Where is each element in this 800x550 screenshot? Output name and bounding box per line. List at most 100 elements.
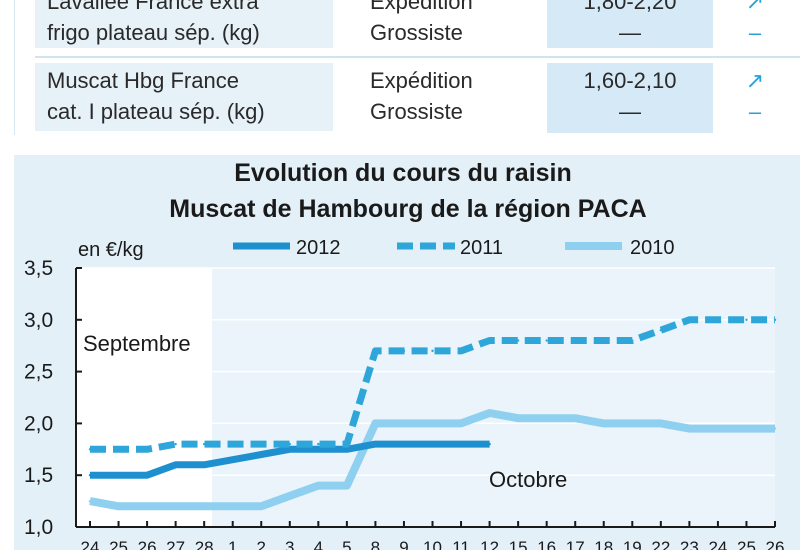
data-point-2011 — [202, 442, 206, 446]
x-tick-label: 1 — [228, 538, 237, 550]
data-point-2011 — [688, 318, 691, 321]
x-tick-label: 24 — [81, 538, 100, 550]
data-point-2011 — [574, 339, 577, 342]
x-tick-label: 25 — [737, 538, 756, 550]
data-point-2010 — [374, 422, 377, 425]
x-tick-label: 25 — [109, 538, 128, 550]
price-cell: 1,60-2,10 — — [547, 63, 713, 133]
data-point-2010 — [88, 499, 92, 503]
x-tick-label: 26 — [138, 538, 157, 550]
trend-cell: ↗ – — [725, 63, 785, 133]
data-point-2010 — [659, 422, 663, 425]
data-point-2011 — [516, 339, 520, 342]
data-point-2010 — [317, 484, 320, 487]
x-tick-label: 15 — [509, 538, 528, 550]
product-line-1: Muscat Hbg France — [47, 68, 239, 93]
data-point-2012 — [431, 442, 434, 446]
data-point-2010 — [602, 422, 605, 425]
data-point-2011 — [88, 448, 92, 451]
x-tick-label: 12 — [480, 538, 499, 550]
data-point-2010 — [545, 417, 548, 420]
data-point-2010 — [202, 505, 206, 508]
data-point-2010 — [431, 422, 434, 425]
annotation-septembre: Septembre — [83, 331, 191, 356]
price-table: Lavallée France extra frigo plateau sép. … — [14, 0, 800, 135]
data-point-2011 — [231, 442, 234, 446]
price-line-2: — — [619, 99, 641, 124]
data-point-2012 — [145, 474, 149, 477]
y-tick-label: 2,5 — [24, 361, 53, 384]
x-tick-label: 19 — [623, 538, 642, 550]
product-cell: Muscat Hbg France cat. I plateau sép. (kg… — [35, 63, 333, 131]
data-point-2010 — [117, 505, 120, 508]
x-tick-label: 28 — [195, 538, 214, 550]
data-point-2011 — [288, 442, 291, 446]
product-cell: Lavallée France extra frigo plateau sép. … — [35, 0, 333, 48]
data-point-2011 — [773, 318, 777, 321]
data-point-2010 — [231, 505, 234, 508]
trend-arrow-icon: ↗ — [745, 68, 765, 93]
stage-line-1: Expédition — [370, 0, 473, 14]
y-axis-label: en €/kg — [78, 239, 144, 261]
stage-line-1: Expédition — [370, 68, 473, 93]
data-point-2010 — [745, 427, 748, 430]
data-point-2011 — [602, 339, 605, 342]
data-point-2011 — [716, 318, 720, 321]
data-point-2011 — [174, 442, 177, 446]
x-tick-label: 27 — [166, 538, 185, 550]
x-tick-label: 2 — [257, 538, 266, 550]
annotation-octobre: Octobre — [489, 467, 567, 492]
stage-line-2: Grossiste — [370, 20, 463, 45]
x-tick-label: 5 — [342, 538, 351, 550]
data-point-2011 — [488, 339, 491, 342]
x-tick-label: 3 — [285, 538, 294, 550]
data-point-2011 — [431, 349, 434, 353]
plot-area-october — [212, 268, 775, 527]
data-point-2012 — [317, 448, 320, 451]
y-tick-label: 3,5 — [24, 257, 53, 280]
stage-line-2: Grossiste — [370, 99, 463, 124]
data-point-2010 — [174, 505, 177, 508]
chart-subtitle: Muscat de Hambourg de la région PACA — [169, 195, 646, 223]
price-line-1: 1,60-2,10 — [583, 68, 677, 93]
data-point-2010 — [488, 411, 491, 415]
y-tick-label: 1,0 — [24, 516, 53, 539]
data-point-2011 — [659, 328, 663, 332]
data-point-2010 — [688, 427, 691, 430]
legend-label-2011: 2011 — [460, 237, 503, 259]
data-point-2011 — [345, 442, 349, 446]
data-point-2012 — [374, 442, 377, 446]
data-point-2012 — [488, 442, 491, 446]
data-point-2010 — [516, 417, 520, 420]
chart-title: Evolution du cours du raisin — [234, 159, 572, 187]
table-row: Muscat Hbg France cat. I plateau sép. (kg… — [35, 63, 800, 133]
data-point-2011 — [317, 442, 320, 446]
x-tick-label: 17 — [566, 538, 585, 550]
data-point-2010 — [145, 505, 149, 508]
data-point-2010 — [574, 417, 577, 420]
data-point-2011 — [374, 349, 377, 353]
data-point-2012 — [174, 463, 177, 467]
price-line-1: 1,80-2,20 — [583, 0, 677, 14]
y-tick-label: 1,5 — [24, 464, 53, 487]
x-tick-label: 16 — [537, 538, 556, 550]
data-point-2011 — [260, 442, 263, 446]
data-point-2011 — [117, 448, 120, 451]
data-point-2010 — [631, 422, 634, 425]
table-row: Lavallée France extra frigo plateau sép. … — [35, 0, 800, 48]
data-point-2010 — [260, 505, 263, 508]
data-point-2012 — [459, 442, 463, 446]
data-point-2012 — [345, 448, 349, 451]
stage-cell: Expédition Grossiste — [370, 63, 540, 133]
data-point-2012 — [260, 453, 263, 456]
x-tick-label: 11 — [452, 538, 470, 550]
data-point-2011 — [402, 349, 406, 353]
data-point-2011 — [745, 318, 748, 321]
data-point-2011 — [545, 339, 548, 342]
price-cell: 1,80-2,20 — — [547, 0, 713, 48]
data-point-2012 — [402, 442, 406, 446]
row-divider — [35, 56, 800, 58]
legend-label-2012: 2012 — [296, 237, 341, 259]
data-point-2010 — [345, 484, 349, 487]
